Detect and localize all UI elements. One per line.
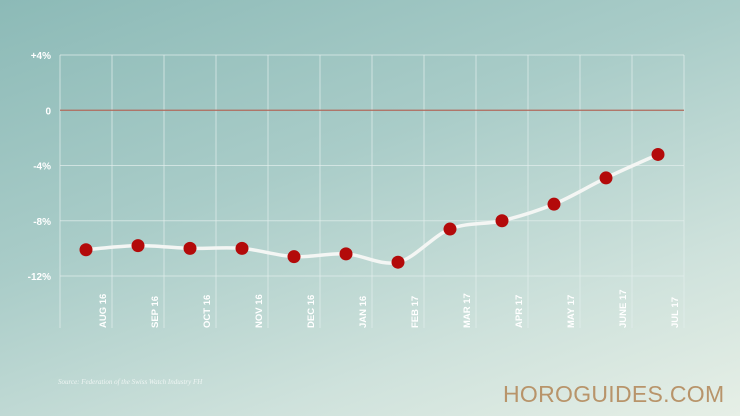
y-tick-label: -12% [28, 272, 51, 283]
x-tick-label: JUL 17 [670, 297, 681, 328]
y-tick-label: -4% [33, 162, 51, 173]
x-tick-label: SEP 16 [150, 296, 161, 328]
x-tick-label: APR 17 [514, 295, 525, 328]
y-tick-label: +4% [31, 51, 51, 62]
data-point [183, 241, 197, 255]
y-tick-label: 0 [45, 106, 51, 117]
x-tick-label: NOV 16 [254, 294, 265, 328]
x-tick-label: DEC 16 [306, 295, 317, 328]
x-tick-label: JUNE 17 [618, 289, 629, 328]
y-tick-label: -8% [33, 217, 51, 228]
x-tick-label: OCT 16 [202, 295, 213, 328]
data-point [79, 243, 93, 257]
data-point [287, 250, 301, 264]
data-point [495, 214, 509, 228]
data-point [599, 171, 613, 185]
brand-logo-text: HOROGUIDES.COM [503, 381, 725, 407]
data-point [547, 197, 561, 211]
source-note: Source: Federation of the Swiss Watch In… [58, 378, 203, 386]
data-point [443, 222, 457, 236]
x-tick-label: JAN 16 [358, 296, 369, 328]
x-tick-label: AUG 16 [98, 294, 109, 328]
data-point [339, 247, 353, 261]
data-point [651, 147, 665, 161]
x-tick-label: FEB 17 [410, 296, 421, 328]
data-point [131, 239, 145, 253]
x-tick-label: MAY 17 [566, 295, 577, 328]
x-tick-label: MAR 17 [462, 293, 473, 328]
data-point [391, 255, 405, 269]
data-point [235, 241, 249, 255]
